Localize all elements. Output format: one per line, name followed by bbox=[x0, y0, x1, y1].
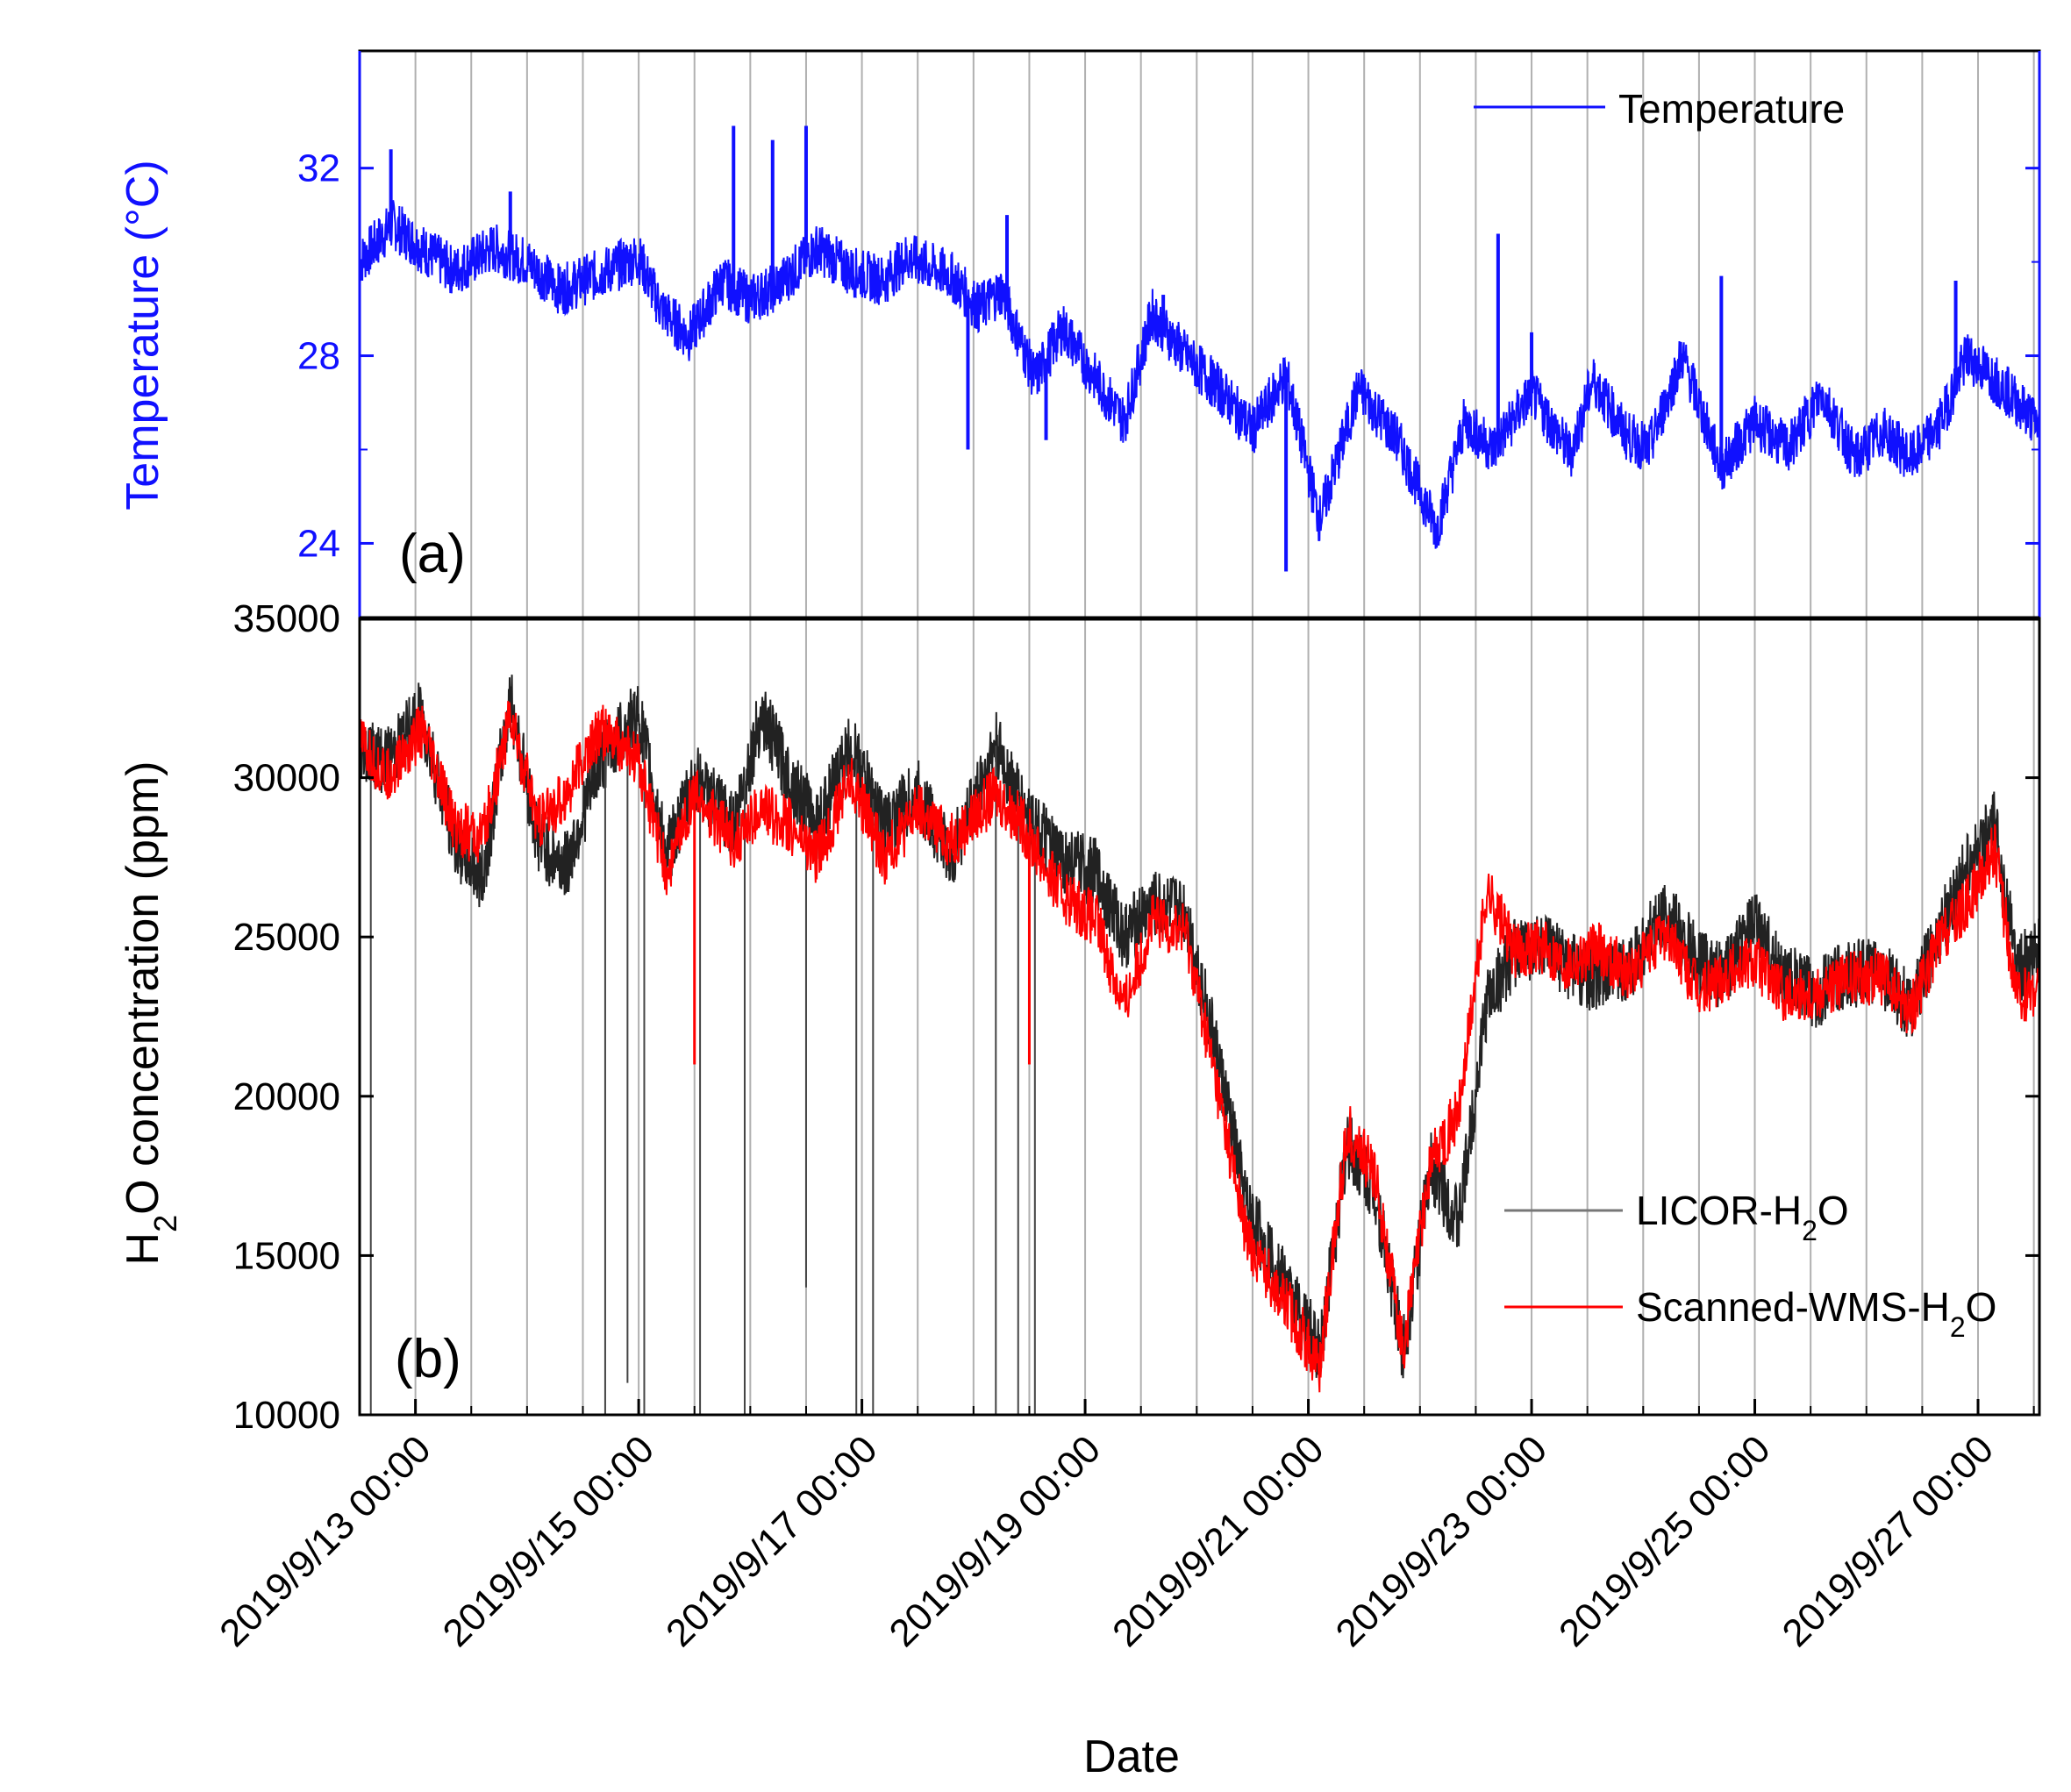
y-tick-label-b: 25000 bbox=[233, 916, 340, 959]
panel-b-legend: LICOR-H2O Scanned-WMS-H2O bbox=[1504, 1188, 1996, 1343]
panel-a-label: (a) bbox=[399, 524, 466, 584]
panel-b-h2o: 10000 15000 20000 25000 30000 35000 2019/9/13… bbox=[118, 597, 2041, 1782]
y-tick-label-a: 24 bbox=[297, 522, 340, 565]
y-tick-label-b: 10000 bbox=[233, 1394, 340, 1437]
x-tick-label: 2019/9/13 00:00 bbox=[211, 1427, 439, 1655]
licor-h2o-series bbox=[359, 675, 2040, 1415]
x-tick-label: 2019/9/21 00:00 bbox=[1104, 1427, 1332, 1655]
panel-a-legend: Temperature bbox=[1474, 86, 1845, 132]
legend-temperature-label: Temperature bbox=[1618, 86, 1845, 132]
y-tick-label-a: 28 bbox=[297, 335, 340, 378]
panel-a-y-axis-title: Temperature (°C) bbox=[118, 160, 168, 510]
y-tick-label-b: 30000 bbox=[233, 757, 340, 800]
legend-wms-label: Scanned-WMS-H2O bbox=[1636, 1284, 1996, 1343]
panel-b-y-axis-title: H2O concentration (ppm) bbox=[118, 761, 183, 1266]
panel-a-frame bbox=[358, 49, 2041, 620]
licor-h2o-line bbox=[359, 675, 2040, 1379]
x-axis-title: Date bbox=[1083, 1731, 1180, 1782]
panel-a-gridlines bbox=[414, 51, 2035, 618]
temperature-line bbox=[359, 200, 2040, 549]
panel-a-temperature: 24 28 32 Temperature (°C) (a) Temperature bbox=[118, 49, 2041, 620]
x-tick-label: 2019/9/15 00:00 bbox=[435, 1427, 663, 1655]
x-tick-label: 2019/9/23 00:00 bbox=[1328, 1427, 1556, 1655]
x-tick-label: 2019/9/25 00:00 bbox=[1551, 1427, 1779, 1655]
legend-licor-label: LICOR-H2O bbox=[1636, 1188, 1849, 1246]
panel-a-y-ticks: 24 28 32 bbox=[297, 147, 2039, 565]
panel-b-series bbox=[359, 675, 2040, 1415]
x-tick-label: 2019/9/19 00:00 bbox=[882, 1427, 1110, 1655]
wms-h2o-line bbox=[359, 701, 2040, 1393]
panel-a-series bbox=[359, 125, 2040, 572]
panel-b-y-ticks: 10000 15000 20000 25000 30000 35000 bbox=[233, 597, 2039, 1437]
y-tick-label-a: 32 bbox=[297, 147, 340, 190]
wms-h2o-series bbox=[359, 701, 2040, 1393]
y-tick-label-b: 15000 bbox=[233, 1234, 340, 1277]
y-tick-label-b: 35000 bbox=[233, 597, 340, 640]
y-tick-label-b: 20000 bbox=[233, 1075, 340, 1118]
panel-b-label: (b) bbox=[395, 1329, 461, 1389]
x-tick-label: 2019/9/17 00:00 bbox=[658, 1427, 886, 1655]
x-tick-label: 2019/9/27 00:00 bbox=[1775, 1427, 2003, 1655]
